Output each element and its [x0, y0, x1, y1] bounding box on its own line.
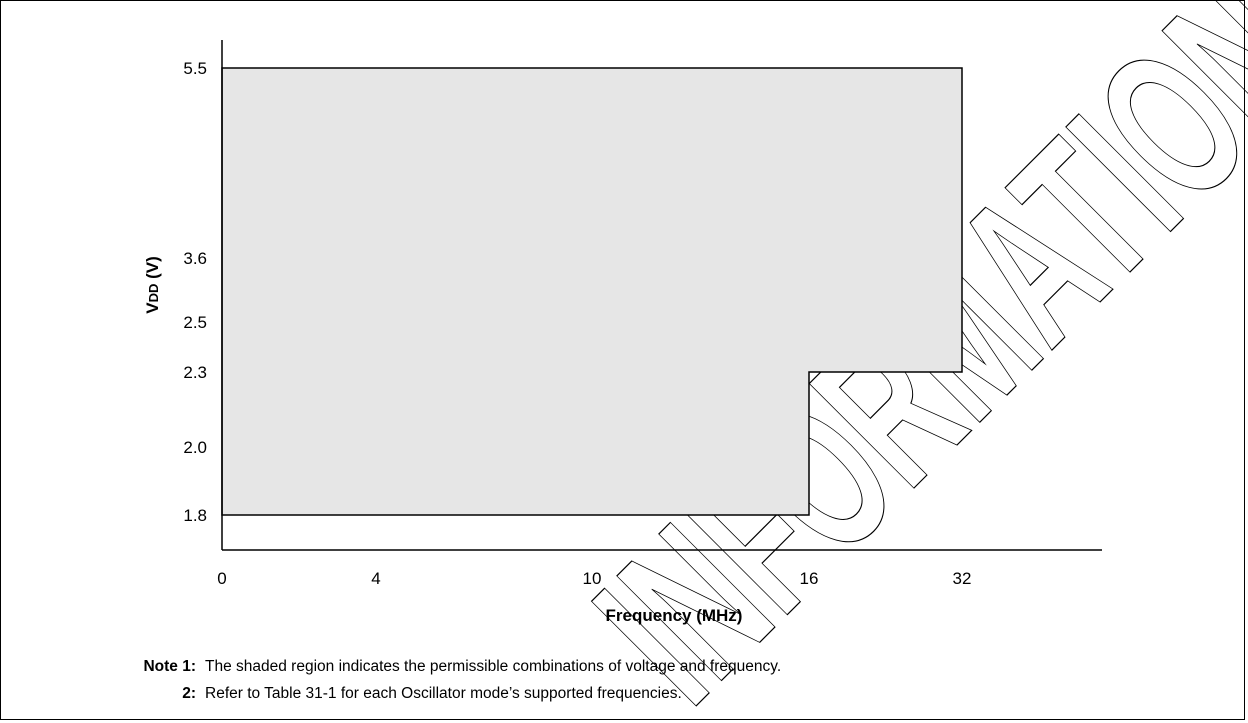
y-tick-label: 2.5 — [183, 313, 207, 332]
x-tick-labels: 0 4 10 16 32 — [217, 569, 971, 588]
note-1: Note 1: The shaded region indicates the … — [106, 658, 781, 685]
y-axis-title-main: V — [143, 302, 162, 314]
x-tick-label: 10 — [583, 569, 602, 588]
note-2: 2: Refer to Table 31-1 for each Oscillat… — [106, 685, 781, 712]
y-axis-title-unit: (V) — [143, 256, 162, 283]
notes: Note 1: The shaded region indicates the … — [106, 658, 781, 712]
y-tick-label: 1.8 — [183, 506, 207, 525]
y-tick-label: 2.0 — [183, 438, 207, 457]
note-2-number: 2: — [182, 685, 196, 702]
x-tick-label: 32 — [953, 569, 972, 588]
x-axis-title: Frequency (MHz) — [606, 606, 743, 625]
x-tick-label: 16 — [800, 569, 819, 588]
note-2-text: Refer to Table 31-1 for each Oscillator … — [205, 685, 682, 702]
y-tick-label: 3.6 — [183, 249, 207, 268]
note-1-number: Note 1: — [143, 658, 196, 675]
y-axis-title-sub: DD — [146, 284, 161, 303]
x-tick-label: 4 — [371, 569, 380, 588]
x-tick-label: 0 — [217, 569, 226, 588]
note-1-text: The shaded region indicates the permissi… — [205, 658, 782, 675]
y-tick-label: 5.5 — [183, 59, 207, 78]
y-tick-label: 2.3 — [183, 363, 207, 382]
y-axis-title: VDD (V) — [143, 256, 162, 314]
y-tick-labels: 1.8 2.0 2.3 2.5 3.6 5.5 — [183, 59, 207, 525]
